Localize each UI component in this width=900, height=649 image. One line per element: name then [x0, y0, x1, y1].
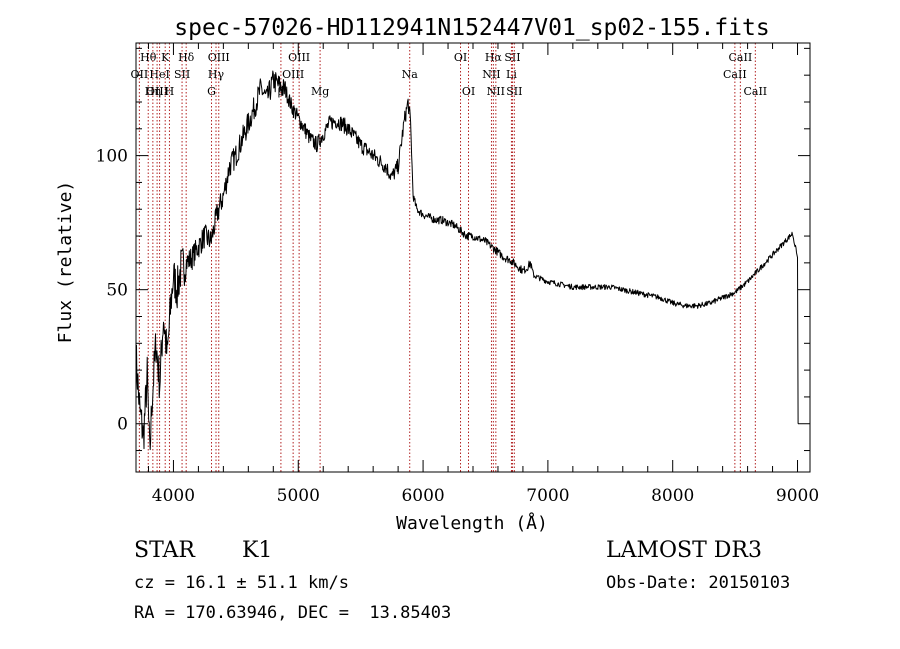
x-tick-label: 8000: [651, 486, 694, 506]
spectrum-line: [135, 70, 799, 451]
object-class: STAR: [134, 538, 195, 563]
line-marker-label: OIII: [288, 51, 310, 64]
line-marker-label: G: [207, 85, 216, 98]
line-marker-label: Na: [402, 68, 419, 81]
obs-date: Obs-Date: 20150103: [606, 573, 791, 593]
line-marker-label: β: [278, 85, 284, 98]
line-marker-label: OI: [454, 51, 467, 64]
line-marker-label: Mg: [311, 85, 329, 98]
line-marker-label: OII: [131, 68, 149, 81]
x-tick-label: 6000: [401, 486, 444, 506]
line-marker-label: OI: [462, 85, 475, 98]
axes: 4000 5000 6000 7000 8000 9000 0 50 100: [96, 43, 819, 506]
x-axis-label: Wavelength (Å): [396, 512, 548, 534]
x-tick-label: 5000: [277, 486, 320, 506]
y-tick-label: 0: [117, 415, 128, 435]
line-marker-label: CaII: [743, 85, 767, 98]
y-tick-label: 50: [106, 281, 128, 301]
line-marker-label: NII: [482, 68, 500, 81]
survey-name: LAMOST DR3: [606, 538, 762, 563]
line-marker-label: SII: [504, 51, 520, 64]
coordinates-readout: RA = 170.63946, DEC = 13.85403: [134, 603, 452, 623]
line-marker-label: K: [161, 51, 170, 64]
object-subclass: K1: [242, 538, 273, 563]
line-marker-label: H: [165, 85, 175, 98]
line-marker-label: SII: [506, 85, 522, 98]
chart-title: spec-57026-HD112941N152447V01_sp02-155.f…: [174, 15, 769, 41]
x-tick-label: 4000: [152, 486, 195, 506]
line-marker-label: Hδ: [178, 51, 195, 64]
line-marker-label: OIII: [146, 85, 168, 98]
redshift-readout: cz = 16.1 ± 51.1 km/s: [134, 573, 349, 593]
line-marker-label: CaII: [723, 68, 747, 81]
line-marker-label: NII: [487, 85, 505, 98]
y-tick-label: 100: [96, 147, 128, 167]
y-axis-label: Flux (relative): [55, 181, 76, 344]
x-tick-label: 7000: [526, 486, 569, 506]
line-marker-label: Hγ: [208, 68, 225, 81]
line-marker-label: Hη: [145, 85, 161, 98]
line-marker-label: Hα: [485, 51, 503, 64]
line-marker-label: OIII: [208, 51, 230, 64]
plot-frame: [135, 42, 811, 473]
line-marker-label: Hθ: [140, 51, 157, 64]
x-tick-label: 9000: [776, 486, 819, 506]
line-marker-label: CaII: [729, 51, 753, 64]
line-marker-label: Li: [506, 68, 517, 81]
line-marker-label: HeI: [149, 68, 169, 81]
line-marker-label: SII: [174, 68, 190, 81]
line-marker-label: OIII: [282, 68, 304, 81]
